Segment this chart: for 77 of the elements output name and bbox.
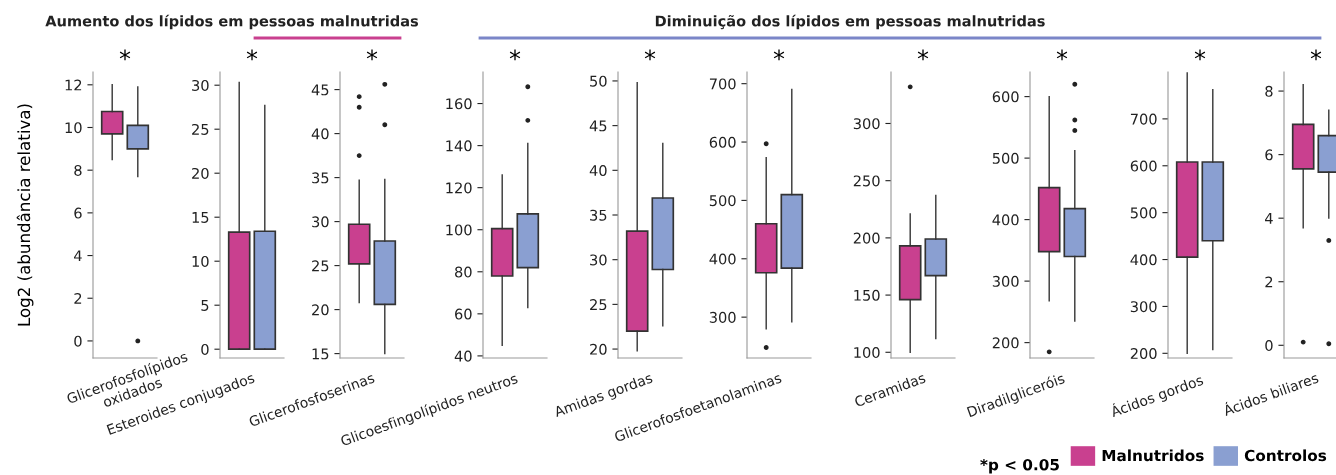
chart-title: *: [246, 49, 258, 61]
y-tick-label: 10: [192, 255, 209, 267]
y-tick-label: 300: [853, 118, 880, 130]
y-tick-label: 400: [1130, 254, 1157, 266]
y-tick-label: 80: [455, 266, 472, 278]
y-tick-label: 8: [74, 164, 82, 176]
y-axis-title: Log2 (abundância relativa): [16, 104, 34, 326]
y-tick-label: 15: [312, 348, 329, 360]
y-tick-label: 200: [853, 232, 880, 244]
y-tick-label: 150: [854, 289, 880, 301]
y-tick-label: 20: [590, 343, 607, 355]
chart-title: *: [1310, 49, 1322, 61]
chart-title: *: [366, 49, 378, 61]
y-tick-label: 2: [74, 292, 82, 304]
legend-label: Malnutridos: [1102, 449, 1204, 462]
y-tick-label: 300: [992, 275, 1019, 287]
y-tick-label: 100: [854, 347, 880, 359]
y-tick-label: 400: [992, 214, 1019, 226]
y-tick-label: 600: [1130, 160, 1157, 172]
chart-title: *: [119, 49, 131, 61]
y-tick-label: 100: [446, 224, 472, 236]
y-tick-label: 500: [709, 195, 736, 207]
y-tick-label: 25: [312, 260, 329, 272]
text: Aumento dos lípidos em pessoas malnutridas: [45, 14, 419, 30]
y-tick-label: 250: [853, 175, 880, 187]
y-tick-label: 200: [1130, 348, 1157, 360]
chart-title: *: [1194, 49, 1206, 61]
y-tick-label: 40: [311, 128, 329, 140]
y-tick-label: 25: [192, 123, 209, 135]
y-tick-label: 10: [65, 122, 82, 134]
y-tick-label: 20: [192, 167, 209, 179]
y-tick-label: 0: [201, 343, 209, 355]
y-tick-label: 200: [992, 337, 1019, 349]
y-tick-label: 45: [311, 84, 329, 96]
y-tick-label: 5: [201, 300, 209, 311]
y-tick-label: 35: [312, 172, 329, 184]
chart-title: *: [644, 49, 656, 61]
chart-title: *: [917, 49, 929, 61]
y-tick-label: 140: [446, 140, 472, 152]
y-tick-label: 120: [446, 182, 472, 194]
y-tick-label: 25: [590, 299, 607, 311]
y-tick-label: 30: [192, 79, 209, 91]
y-tick-label: 4: [74, 250, 82, 262]
chart-title: *: [773, 49, 785, 61]
y-tick-label: 300: [709, 311, 736, 323]
y-tick-label: 0: [1265, 340, 1273, 352]
y-tick-label: 600: [992, 91, 1019, 103]
y-tick-label: 20: [312, 304, 329, 316]
y-tick-label: 4: [1265, 213, 1273, 224]
y-tick-label: 30: [312, 216, 329, 228]
y-tick-label: 30: [590, 254, 607, 266]
text: *p < 0.05: [980, 458, 1059, 474]
y-tick-label: 600: [709, 136, 736, 148]
y-tick-label: 12: [65, 79, 82, 91]
y-tick-label: 15: [192, 212, 209, 223]
y-tick-label: 500: [1130, 207, 1157, 219]
y-tick-label: 40: [454, 350, 472, 362]
chart-title: *: [509, 49, 521, 61]
y-tick-label: 700: [709, 78, 736, 90]
y-tick-label: 500: [992, 152, 1019, 164]
y-tick-label: 60: [455, 308, 472, 320]
y-tick-label: 300: [1130, 301, 1157, 313]
y-tick-label: 160: [446, 98, 472, 110]
y-tick-label: 400: [709, 253, 736, 265]
legend-label: Controlos: [1244, 449, 1327, 462]
y-tick-label: 40: [589, 165, 607, 177]
y-tick-label: 8: [1265, 85, 1273, 97]
y-tick-label: 0: [74, 335, 82, 347]
y-tick-label: 6: [74, 207, 82, 219]
y-tick-label: 45: [589, 120, 607, 132]
text: Diminuição dos lípidos em pessoas malnutridas: [655, 14, 1045, 30]
chart-title: *: [1056, 49, 1068, 61]
y-tick-label: 2: [1265, 276, 1273, 288]
y-tick-label: 50: [590, 75, 607, 87]
y-tick-label: 700: [1130, 113, 1157, 125]
y-tick-label: 35: [590, 209, 607, 221]
y-tick-label: 6: [1265, 149, 1273, 161]
